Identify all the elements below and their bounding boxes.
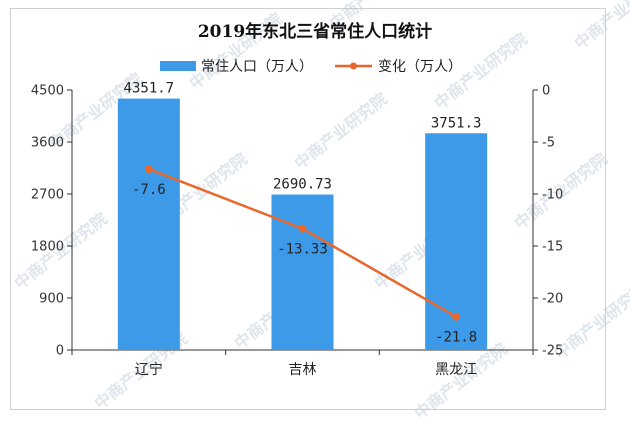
right-tick-label: -20 (542, 292, 563, 307)
right-tick-label: 0 (542, 84, 550, 99)
bar-value-label: 2690.73 (273, 177, 332, 193)
right-tick-label: -5 (542, 136, 555, 151)
chart-title: 2019年东北三省常住人口统计 (198, 21, 432, 42)
watermark-text: 中商产业研究院 (291, 89, 391, 173)
line-value-label: -21.8 (435, 330, 477, 346)
category-label: 辽宁 (135, 361, 163, 378)
category-labels: 辽宁 吉林 黑龙江 (135, 361, 477, 378)
right-axis: 0 -5 -10 -15 -20 -25 (532, 84, 563, 359)
right-tick-label: -25 (542, 344, 563, 359)
left-tick-label: 900 (39, 292, 64, 307)
left-tick-label: 2700 (31, 188, 64, 203)
legend-bar-swatch (160, 61, 196, 71)
left-axis: 0 900 1800 2700 3600 4500 (31, 84, 534, 359)
bar (271, 194, 334, 350)
line-marker (298, 224, 307, 233)
category-label: 黑龙江 (435, 362, 477, 378)
left-tick-label: 1800 (31, 240, 64, 255)
legend-line-label: 变化（万人） (378, 59, 462, 75)
legend-bar-label: 常住人口（万人） (201, 59, 313, 75)
bar-value-label: 3751.3 (431, 115, 482, 131)
line-value-label: -13.33 (277, 242, 328, 258)
left-tick-label: 4500 (31, 84, 64, 99)
left-tick-label: 3600 (31, 136, 64, 151)
bar (117, 98, 180, 350)
bar-value-label: 4351.7 (124, 81, 175, 97)
left-tick-label: 0 (56, 344, 64, 359)
bar-series: 4351.7 2690.73 3751.3 (117, 81, 488, 350)
category-label: 吉林 (289, 362, 317, 378)
right-tick-label: -10 (542, 188, 563, 203)
line-marker (452, 312, 461, 321)
watermark-text: 中商产业研究院 (411, 339, 511, 423)
legend-line-marker (350, 62, 357, 70)
watermark-text: 中商产业研究院 (571, 0, 630, 53)
legend: 常住人口（万人） 变化（万人） (160, 59, 462, 75)
line-value-label: -7.6 (132, 182, 166, 198)
line-marker (144, 165, 153, 174)
right-tick-label: -15 (542, 240, 563, 255)
line-series: -7.6 -13.33 -21.8 (132, 165, 477, 346)
